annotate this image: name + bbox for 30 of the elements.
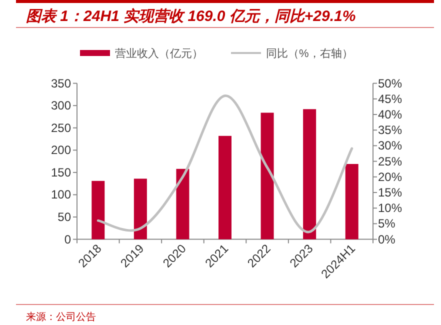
- y-tick-label: 150: [50, 165, 72, 180]
- bar: [303, 109, 316, 240]
- y2-tick-label: 20%: [378, 170, 402, 184]
- bar: [176, 168, 190, 240]
- chart-title: 图表 1：24H1 实现营收 169.0 亿元，同比+29.1%: [26, 7, 356, 25]
- y-tick-label: 200: [50, 143, 72, 158]
- y2-tick-label: 15%: [378, 186, 402, 200]
- y2-tick-label: 40%: [378, 108, 402, 122]
- bar: [92, 180, 105, 240]
- legend-label: 同比（%，右轴）: [266, 47, 353, 60]
- y-tick-label: 300: [50, 98, 72, 113]
- y-tick-label: 0: [64, 232, 72, 246]
- y2-tick-label: 30%: [378, 138, 402, 153]
- y2-tick-label: 10%: [378, 201, 402, 216]
- y-tick-label: 50: [58, 210, 72, 224]
- y2-tick-label: 5%: [378, 216, 396, 231]
- y2-tick-label: 45%: [378, 92, 402, 106]
- source-note: 来源：公司公告: [26, 311, 96, 323]
- y2-tick-label: 25%: [378, 154, 402, 168]
- y2-tick-label: 0%: [378, 232, 396, 246]
- bar: [218, 136, 232, 240]
- bar: [134, 178, 147, 240]
- y-tick-label: 250: [50, 120, 72, 135]
- y-tick-label: 100: [50, 188, 72, 202]
- y2-tick-label: 50%: [378, 76, 402, 90]
- y-tick-label: 350: [50, 76, 72, 90]
- bar: [345, 164, 358, 240]
- y2-tick-label: 35%: [378, 123, 402, 138]
- legend-label: 营业收入（亿元）: [115, 47, 203, 60]
- bar: [260, 112, 274, 240]
